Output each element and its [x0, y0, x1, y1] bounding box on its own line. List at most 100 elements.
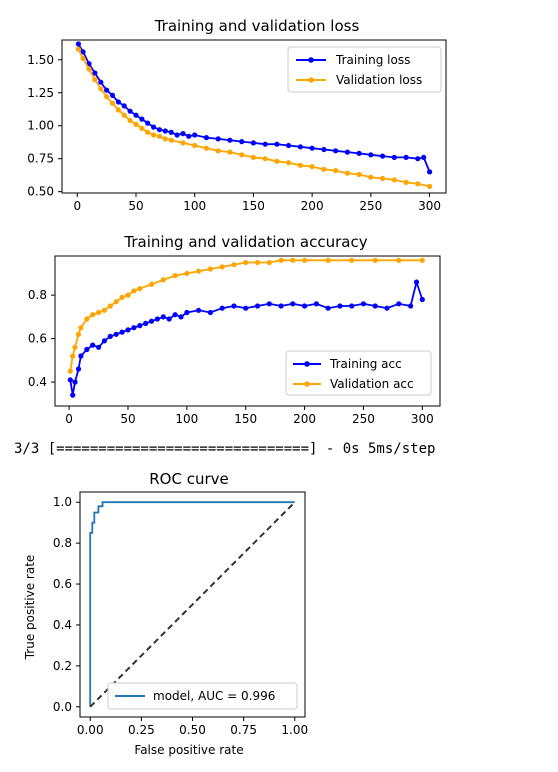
chart0-series-0-point: [380, 153, 386, 159]
chart0-series-0-point: [98, 79, 104, 85]
chart2-y-tick-label: 0.4: [53, 618, 72, 632]
chart1-series-1-point: [207, 266, 213, 272]
chart1-series-0-point: [131, 325, 137, 331]
chart0-y-tick-label: 1.50: [27, 53, 54, 67]
chart0-x-tick-label: 300: [418, 199, 441, 213]
chart0-series-0-point: [333, 148, 339, 154]
chart0-series-1-point: [250, 154, 256, 160]
log-output-line: 3/3 [==============================] - 0…: [14, 441, 436, 457]
chart1-series-0-point: [78, 353, 84, 359]
roc-chart: ROC curve False positive rate True posit…: [23, 470, 308, 757]
chart1-series-1-point: [184, 270, 190, 276]
chart1-series-1-point: [219, 264, 225, 270]
chart0-series-0-point: [80, 49, 86, 55]
chart0-series-1-point: [297, 162, 303, 168]
chart1-series-1-point: [148, 281, 155, 287]
chart1-y-tick-label: 0.4: [28, 375, 47, 389]
chart1-series-0-point: [101, 338, 107, 344]
chart0-series-0-point: [151, 124, 157, 130]
chart0-series-0-point: [180, 131, 186, 137]
chart1-series-0-point: [254, 303, 261, 309]
chart1-series-1-point: [90, 312, 96, 318]
loss-chart: Training and validation loss 0 50 100 150 20…: [27, 17, 447, 213]
chart0-series-0-point: [192, 132, 198, 138]
chart0-series-1-point: [309, 164, 315, 170]
chart0-series-0-point: [262, 141, 268, 147]
chart0-series-0-point: [156, 127, 163, 133]
chart0-series-1-point: [391, 177, 397, 183]
chart0-series-0-point: [162, 128, 168, 134]
chart1-series-0-point: [96, 344, 102, 350]
chart1-series-0-point: [172, 312, 178, 318]
chart1-series-1-point: [254, 259, 261, 266]
chart0-series-0-point: [92, 70, 98, 76]
chart0-series-0-point: [309, 145, 315, 151]
roc-legend-model: model, AUC = 0.996: [153, 689, 275, 703]
chart1-series-0-point: [243, 305, 249, 311]
chart0-series-1-point: [203, 145, 209, 151]
chart1-series-0-point: [143, 320, 149, 326]
chart1-series-1-point: [290, 257, 296, 263]
chart0-series-0-point: [115, 99, 121, 105]
chart2-series-0-line: [89, 501, 295, 707]
chart1-x-tick-label: 100: [175, 412, 198, 426]
chart1-series-1-point: [243, 259, 249, 266]
chart0-series-0-point: [127, 108, 133, 114]
chart0-series-1-point: [215, 148, 221, 154]
chart2-y-tick-label: 0.0: [53, 700, 72, 714]
chart0-series-1-point: [344, 170, 350, 176]
chart0-series-1-point: [415, 181, 421, 187]
chart1-series-1-point: [396, 257, 402, 263]
chart1-series-1-point: [419, 257, 425, 263]
chart2-series-1-line: [89, 501, 296, 708]
chart2-y-tick-label: 0.8: [53, 536, 72, 550]
chart0-series-0-point: [421, 154, 427, 160]
chart0-series-0-point: [250, 140, 256, 146]
chart1-series-0-point: [419, 296, 425, 303]
chart1-series-0-point: [75, 366, 82, 372]
chart1-series-1-point: [107, 303, 113, 309]
chart1-series-1-point: [302, 257, 308, 263]
chart0-series-1-point: [403, 179, 409, 185]
chart1-series-1-point: [266, 259, 272, 266]
chart0-x-tick-label: 50: [128, 199, 143, 213]
chart0-series-0-point: [427, 169, 433, 175]
chart1-series-1-point: [119, 294, 125, 300]
chart2-x-tick-label: 0.25: [128, 723, 155, 737]
chart1-series-0-point: [290, 301, 296, 307]
chart1-series-0-point: [266, 301, 272, 307]
chart1-series-0-point: [84, 346, 90, 353]
chart0-y-tick-label: 0.50: [27, 185, 54, 199]
chart0-series-0-point: [321, 146, 327, 153]
chart0-series-1-point: [192, 142, 198, 149]
chart1-series-0-point: [349, 303, 355, 309]
accuracy-chart: Training and validation accuracy 0 50 100 1…: [28, 233, 441, 426]
chart0-series-1-point: [133, 121, 139, 127]
loss-legend: Training loss Validation loss: [287, 46, 442, 93]
chart0-series-1-point: [162, 136, 168, 142]
chart1-series-1-point: [125, 292, 131, 298]
chart1-series-0-point: [67, 377, 73, 383]
chart0-y-tick-label: 1.00: [27, 119, 54, 133]
chart1-series-1-point: [325, 257, 331, 263]
chart0-series-1-point: [168, 137, 174, 143]
roc-x-axis-label: False positive rate: [134, 743, 243, 757]
chart2-x-tick-label: 0.75: [230, 723, 257, 737]
chart0-series-1-point: [274, 158, 280, 164]
chart0-series-0-point: [186, 133, 192, 139]
chart0-series-0-point: [344, 149, 350, 155]
accuracy-legend-validation: Validation acc: [330, 377, 414, 391]
chart0-series-0-point: [145, 120, 151, 126]
chart2-x-tick-label: 0.00: [77, 723, 104, 737]
chart1-series-0-point: [137, 323, 143, 329]
chart1-series-0-point: [219, 305, 225, 311]
chart1-series-0-point: [113, 331, 119, 337]
chart1-series-1-line: [69, 259, 423, 372]
chart1-series-1-point: [231, 262, 237, 268]
chart0-series-1-point: [427, 183, 433, 189]
chart1-series-0-point: [166, 316, 172, 322]
chart0-y-tick-label: 0.75: [27, 152, 54, 166]
chart0-series-0-point: [286, 142, 292, 149]
chart2-x-tick-label: 0.50: [179, 723, 206, 737]
chart0-series-0-point: [174, 132, 180, 138]
